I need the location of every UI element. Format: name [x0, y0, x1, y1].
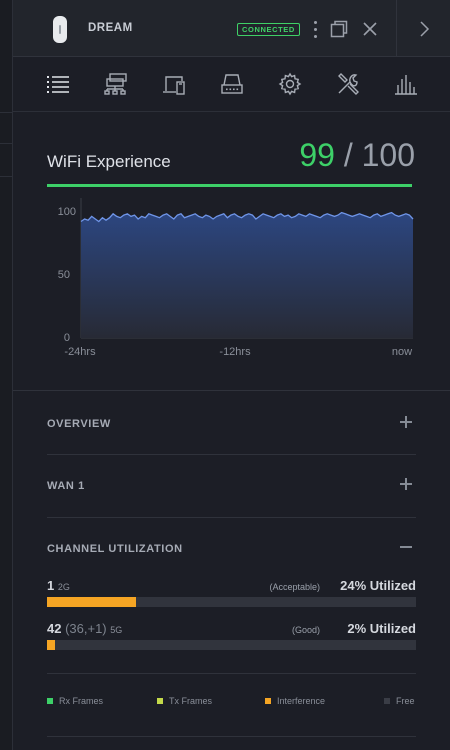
chart-line [80, 211, 414, 223]
tab-storage-icon[interactable] [219, 71, 245, 97]
x-tick-mid: -12hrs [219, 346, 251, 358]
y-tick-100: 100 [58, 206, 76, 218]
utilization-legend: Rx Frames Tx Frames Interference Free [47, 696, 416, 708]
divider [13, 390, 450, 391]
chevron-right-icon[interactable] [414, 18, 434, 40]
channel-number: 42 (36,+1) 5G [47, 621, 123, 636]
wifi-experience-chart: 100 50 0 -24hrs -12hrs now [47, 198, 427, 368]
expand-plus-icon[interactable] [399, 415, 413, 429]
device-name: DREAM [88, 22, 133, 34]
collapse-minus-icon[interactable] [399, 540, 413, 554]
channel-number: 1 2G [47, 578, 70, 593]
more-options-icon[interactable] [305, 18, 325, 40]
tab-bar [13, 57, 450, 112]
channel-quality: (Good) [291, 625, 320, 635]
section-channel-utilization[interactable]: CHANNEL UTILIZATION [47, 540, 416, 560]
channel-bar [47, 597, 416, 607]
x-tick-start: -24hrs [64, 346, 96, 358]
channel-bar-fill [47, 597, 136, 607]
y-tick-50: 50 [58, 269, 70, 281]
channel-quality: (Acceptable) [269, 582, 320, 592]
status-badge: CONNECTED [237, 23, 300, 36]
wifi-experience-title: WiFi Experience [47, 152, 171, 171]
legend-interference: Interference [265, 696, 325, 706]
divider [47, 736, 416, 737]
channel-bar-fill [47, 640, 56, 650]
background-panel [0, 0, 13, 750]
score-value: 99 [299, 137, 335, 173]
section-wan-label: WAN 1 [47, 480, 85, 492]
tab-list-icon[interactable] [45, 71, 71, 97]
expand-plus-icon[interactable] [399, 477, 413, 491]
tab-topology-icon[interactable] [103, 71, 129, 97]
channel-bar [47, 640, 416, 650]
tab-devices-icon[interactable] [161, 71, 187, 97]
tab-settings-icon[interactable] [277, 71, 303, 97]
section-channel-label: CHANNEL UTILIZATION [47, 543, 183, 555]
x-tick-end: now [392, 346, 412, 358]
popout-icon[interactable] [329, 18, 349, 40]
close-icon[interactable] [360, 18, 380, 40]
divider [47, 517, 416, 518]
score-bar [47, 184, 412, 187]
divider [47, 673, 416, 674]
channel-utilized: 24% Utilized [340, 578, 416, 593]
channel-utilized: 2% Utilized [347, 621, 416, 636]
wifi-score: 99 / 100 [299, 137, 415, 174]
tab-stats-icon[interactable] [393, 71, 419, 97]
section-overview[interactable]: OVERVIEW [47, 415, 416, 435]
device-icon [53, 16, 67, 43]
divider [47, 454, 416, 455]
section-wan[interactable]: WAN 1 [47, 477, 416, 497]
section-overview-label: OVERVIEW [47, 418, 111, 430]
device-header: DREAM CONNECTED [13, 0, 450, 57]
legend-free: Free [384, 696, 415, 706]
tab-tools-icon[interactable] [335, 71, 361, 97]
chart-area [81, 212, 413, 338]
legend-rx: Rx Frames [47, 696, 103, 706]
y-tick-0: 0 [64, 332, 70, 344]
score-max: / 100 [334, 137, 415, 173]
legend-tx: Tx Frames [157, 696, 212, 706]
